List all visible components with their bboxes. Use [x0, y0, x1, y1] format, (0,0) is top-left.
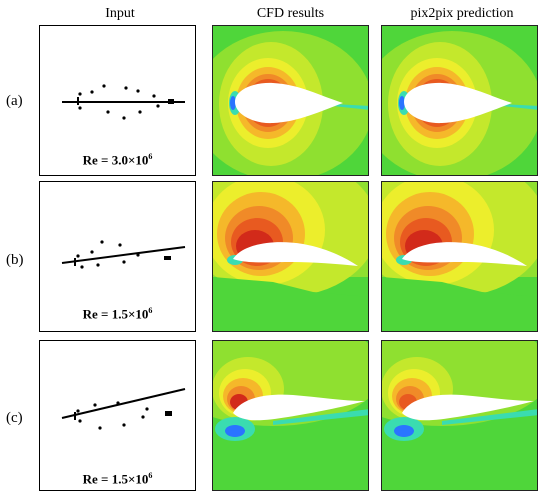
cfd-field-a — [212, 25, 369, 176]
input-geometry-c — [61, 388, 186, 430]
cfd-contour-a — [213, 26, 368, 175]
reynolds-value-c: Re = 1.5×10 — [82, 471, 149, 487]
prediction-field-b — [381, 181, 538, 332]
prediction-contour-a — [382, 26, 537, 175]
cfd-contour-b — [213, 182, 368, 331]
input-geometry-a — [62, 84, 185, 120]
prediction-field-a — [381, 25, 538, 176]
header-pix2pix-prediction: pix2pix prediction — [410, 6, 514, 21]
prediction-contour-c — [382, 341, 537, 490]
cfd-field-b — [212, 181, 369, 332]
row-label-b: (b) — [6, 252, 24, 268]
reynolds-exponent-b: 6 — [148, 306, 153, 315]
row-label-a: (a) — [6, 93, 23, 109]
input-geometry-b — [61, 240, 186, 269]
cfd-field-c — [212, 340, 369, 491]
reynolds-value-b: Re = 1.5×10 — [82, 306, 149, 322]
cfd-contour-c — [213, 341, 368, 490]
header-cfd-results: CFD results — [256, 6, 325, 21]
input-panel-b: Re = 1.5×106 — [39, 181, 196, 332]
input-panel-a: Re = 3.0×106 — [39, 25, 196, 176]
reynolds-exponent-c: 6 — [148, 471, 153, 480]
reynolds-label-b: Re = 1.5×106 — [40, 306, 195, 322]
reynolds-label-a: Re = 3.0×106 — [40, 152, 195, 168]
input-panel-c: Re = 1.5×106 — [39, 340, 196, 491]
prediction-contour-b — [382, 182, 537, 331]
prediction-field-c — [381, 340, 538, 491]
reynolds-label-c: Re = 1.5×106 — [40, 471, 195, 487]
row-label-c: (c) — [6, 410, 23, 426]
header-input: Input — [105, 6, 135, 21]
reynolds-value-a: Re = 3.0×10 — [82, 152, 149, 168]
reynolds-exponent-a: 6 — [148, 152, 153, 161]
